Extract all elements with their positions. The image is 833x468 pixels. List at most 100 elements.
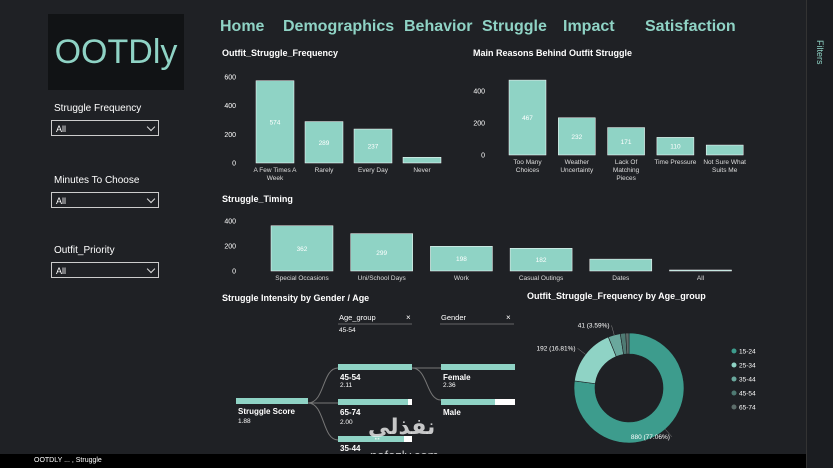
donut-slice xyxy=(573,332,685,444)
legend-label: 65-74 xyxy=(739,405,756,412)
nav-tab[interactable]: Struggle xyxy=(482,18,547,35)
data-label: 467 xyxy=(522,115,533,122)
bar xyxy=(353,128,393,164)
tree-node-label[interactable]: Female xyxy=(443,373,471,382)
nav-tab[interactable]: Demographics xyxy=(283,18,395,35)
filter-label: Outfit_Priority xyxy=(54,245,115,256)
data-label: 289 xyxy=(319,140,330,147)
bar xyxy=(558,117,596,156)
data-label: 574 xyxy=(270,119,281,126)
tree-node-label[interactable]: 65-74 xyxy=(340,408,361,417)
tree-remove[interactable]: × xyxy=(506,313,511,322)
legend-label: 25-34 xyxy=(739,363,756,370)
data-label: 110 xyxy=(670,144,681,151)
data-label: 171 xyxy=(621,139,632,146)
tree-level-selection: 45-54 xyxy=(339,327,356,334)
y-tick-label: 0 xyxy=(232,269,236,276)
filter-dropdown[interactable]: All xyxy=(51,262,159,278)
legend-marker xyxy=(731,348,737,354)
filters-pane[interactable]: Filters xyxy=(806,0,833,468)
nav-tab[interactable]: Impact xyxy=(563,18,615,35)
filters-pane-label[interactable]: Filters xyxy=(815,40,825,65)
tree-node-bar xyxy=(338,399,408,405)
tree-node-bar xyxy=(338,436,404,442)
bar xyxy=(304,121,344,164)
data-label: 299 xyxy=(376,250,387,257)
bar xyxy=(607,127,645,156)
tree-node-value: 2.00 xyxy=(340,419,353,426)
bar xyxy=(589,258,653,272)
tree-title: Struggle Intensity by Gender / Age xyxy=(222,293,369,303)
data-label: 232 xyxy=(571,134,582,141)
filter-dropdown[interactable]: All xyxy=(51,120,159,136)
tree-node-label[interactable]: Male xyxy=(443,408,461,417)
y-tick-label: 200 xyxy=(224,244,236,251)
y-tick-label: 0 xyxy=(232,161,236,168)
watermark: نفذلي xyxy=(368,414,436,439)
decomposition-tree: Struggle Intensity by Gender / Age Age_g… xyxy=(222,293,515,453)
tree-level: Gender xyxy=(441,313,467,322)
charts: Struggle Intensity by Gender / Age Age_g… xyxy=(222,48,756,453)
y-tick-label: 600 xyxy=(224,75,236,82)
tree-node-bar xyxy=(441,364,515,370)
donut-slice xyxy=(574,336,617,384)
legend-label: 45-54 xyxy=(739,391,756,398)
data-label: 182 xyxy=(536,257,547,264)
bar xyxy=(508,79,547,156)
y-tick-label: 400 xyxy=(224,103,236,110)
tree-node-label[interactable]: Struggle Score xyxy=(238,407,295,416)
chart-title: Struggle_Timing xyxy=(222,194,293,204)
bar xyxy=(509,248,573,272)
leader-line xyxy=(611,325,615,336)
bar xyxy=(656,137,695,156)
bar xyxy=(402,157,442,164)
legend-marker xyxy=(731,404,737,410)
data-label: 362 xyxy=(297,246,308,253)
chart-title: Main Reasons Behind Outfit Struggle xyxy=(473,48,632,58)
leader-line xyxy=(665,429,673,438)
data-label: 880 (77.06%) xyxy=(631,434,670,441)
donut-slice xyxy=(625,332,630,355)
tree-node-bar xyxy=(236,398,308,404)
leader-line xyxy=(577,348,586,355)
chart-title: Outfit_Struggle_Frequency by Age_group xyxy=(527,291,706,301)
nav-tab[interactable]: Home xyxy=(220,18,265,35)
legend-marker xyxy=(731,390,737,396)
data-label: 237 xyxy=(368,144,379,151)
tree-level: Age_group xyxy=(339,313,376,322)
bar xyxy=(270,225,334,272)
nav-tab[interactable]: Behavior xyxy=(404,18,473,35)
logo: OOTDly xyxy=(48,14,184,90)
y-tick-label: 0 xyxy=(481,153,485,160)
footer: OOTDLY ... , Struggle xyxy=(0,454,806,468)
tree-node-bar xyxy=(441,399,495,405)
bar xyxy=(255,80,295,164)
bar xyxy=(705,144,744,156)
bar xyxy=(430,246,493,272)
filter-label: Minutes To Choose xyxy=(54,175,140,186)
tree-node-value: 2.11 xyxy=(340,382,353,389)
bar xyxy=(669,269,732,272)
filter-dropdown[interactable]: All xyxy=(51,192,159,208)
y-tick-label: 400 xyxy=(224,219,236,226)
tree-node-label[interactable]: 45-54 xyxy=(340,373,361,382)
tree-node-label[interactable]: 35-44 xyxy=(340,444,361,453)
bar xyxy=(350,233,413,272)
tree-node-bar xyxy=(338,364,412,370)
chart-title: Outfit_Struggle_Frequency xyxy=(222,48,338,58)
y-tick-label: 200 xyxy=(224,132,236,139)
data-label: 41 (3.59%) xyxy=(578,322,610,329)
legend-marker xyxy=(731,362,737,368)
legend-label: 35-44 xyxy=(739,377,756,384)
tree-remove[interactable]: × xyxy=(406,313,411,322)
y-tick-label: 400 xyxy=(473,88,485,95)
nav-tab[interactable]: Satisfaction xyxy=(645,18,736,35)
data-label: 192 (16.81%) xyxy=(537,345,576,352)
y-tick-label: 200 xyxy=(473,120,485,127)
legend-label: 15-24 xyxy=(739,349,756,356)
tree-node-value: 2.36 xyxy=(443,382,456,389)
legend-marker xyxy=(731,376,737,382)
filter-label: Struggle Frequency xyxy=(54,103,142,114)
data-label: 198 xyxy=(456,256,467,263)
